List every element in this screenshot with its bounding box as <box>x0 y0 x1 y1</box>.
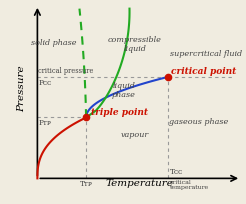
Text: critical pressure: critical pressure <box>38 67 94 75</box>
Text: Tᴄᴄ: Tᴄᴄ <box>170 167 183 175</box>
Text: vapour: vapour <box>121 130 149 138</box>
Text: liquid
phase: liquid phase <box>112 82 136 99</box>
Text: gaseous phase: gaseous phase <box>169 118 229 125</box>
Text: supercritical fluid: supercritical fluid <box>169 50 242 58</box>
Text: compressible
liquid: compressible liquid <box>108 36 162 53</box>
Text: Pᴄᴄ: Pᴄᴄ <box>38 78 52 86</box>
Text: critical point: critical point <box>171 67 237 76</box>
Text: Temperature: Temperature <box>105 178 173 187</box>
Text: Tᴛᴘ: Tᴛᴘ <box>80 180 92 187</box>
Text: critical
temperature: critical temperature <box>170 179 209 189</box>
Text: solid phase: solid phase <box>31 39 77 47</box>
Text: triple point: triple point <box>91 107 148 116</box>
Text: Pᴛᴘ: Pᴛᴘ <box>38 119 51 127</box>
Text: Pressure: Pressure <box>17 65 26 112</box>
